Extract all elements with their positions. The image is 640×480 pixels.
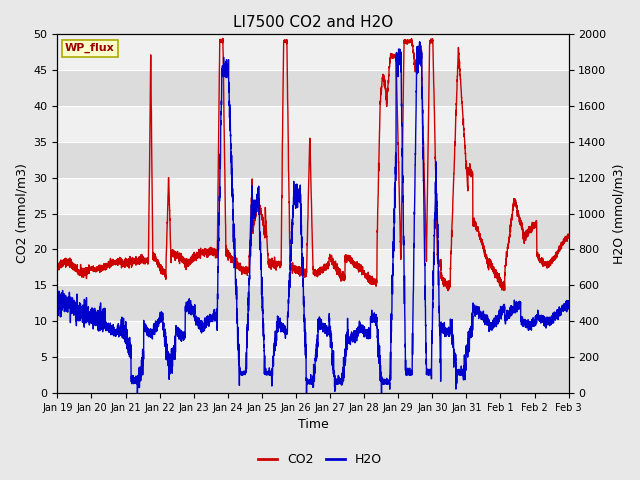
Bar <box>58 70 568 106</box>
Text: WP_flux: WP_flux <box>65 43 115 53</box>
Bar <box>58 250 568 286</box>
Bar <box>58 357 568 393</box>
Bar <box>58 34 568 70</box>
Y-axis label: CO2 (mmol/m3): CO2 (mmol/m3) <box>15 164 28 264</box>
Bar <box>58 142 568 178</box>
X-axis label: Time: Time <box>298 419 328 432</box>
Bar <box>58 106 568 142</box>
Bar <box>58 321 568 357</box>
Bar <box>58 214 568 250</box>
Y-axis label: H2O (mmol/m3): H2O (mmol/m3) <box>612 163 625 264</box>
Bar <box>58 178 568 214</box>
Bar <box>58 286 568 321</box>
Title: LI7500 CO2 and H2O: LI7500 CO2 and H2O <box>233 15 393 30</box>
Legend: CO2, H2O: CO2, H2O <box>253 448 387 471</box>
